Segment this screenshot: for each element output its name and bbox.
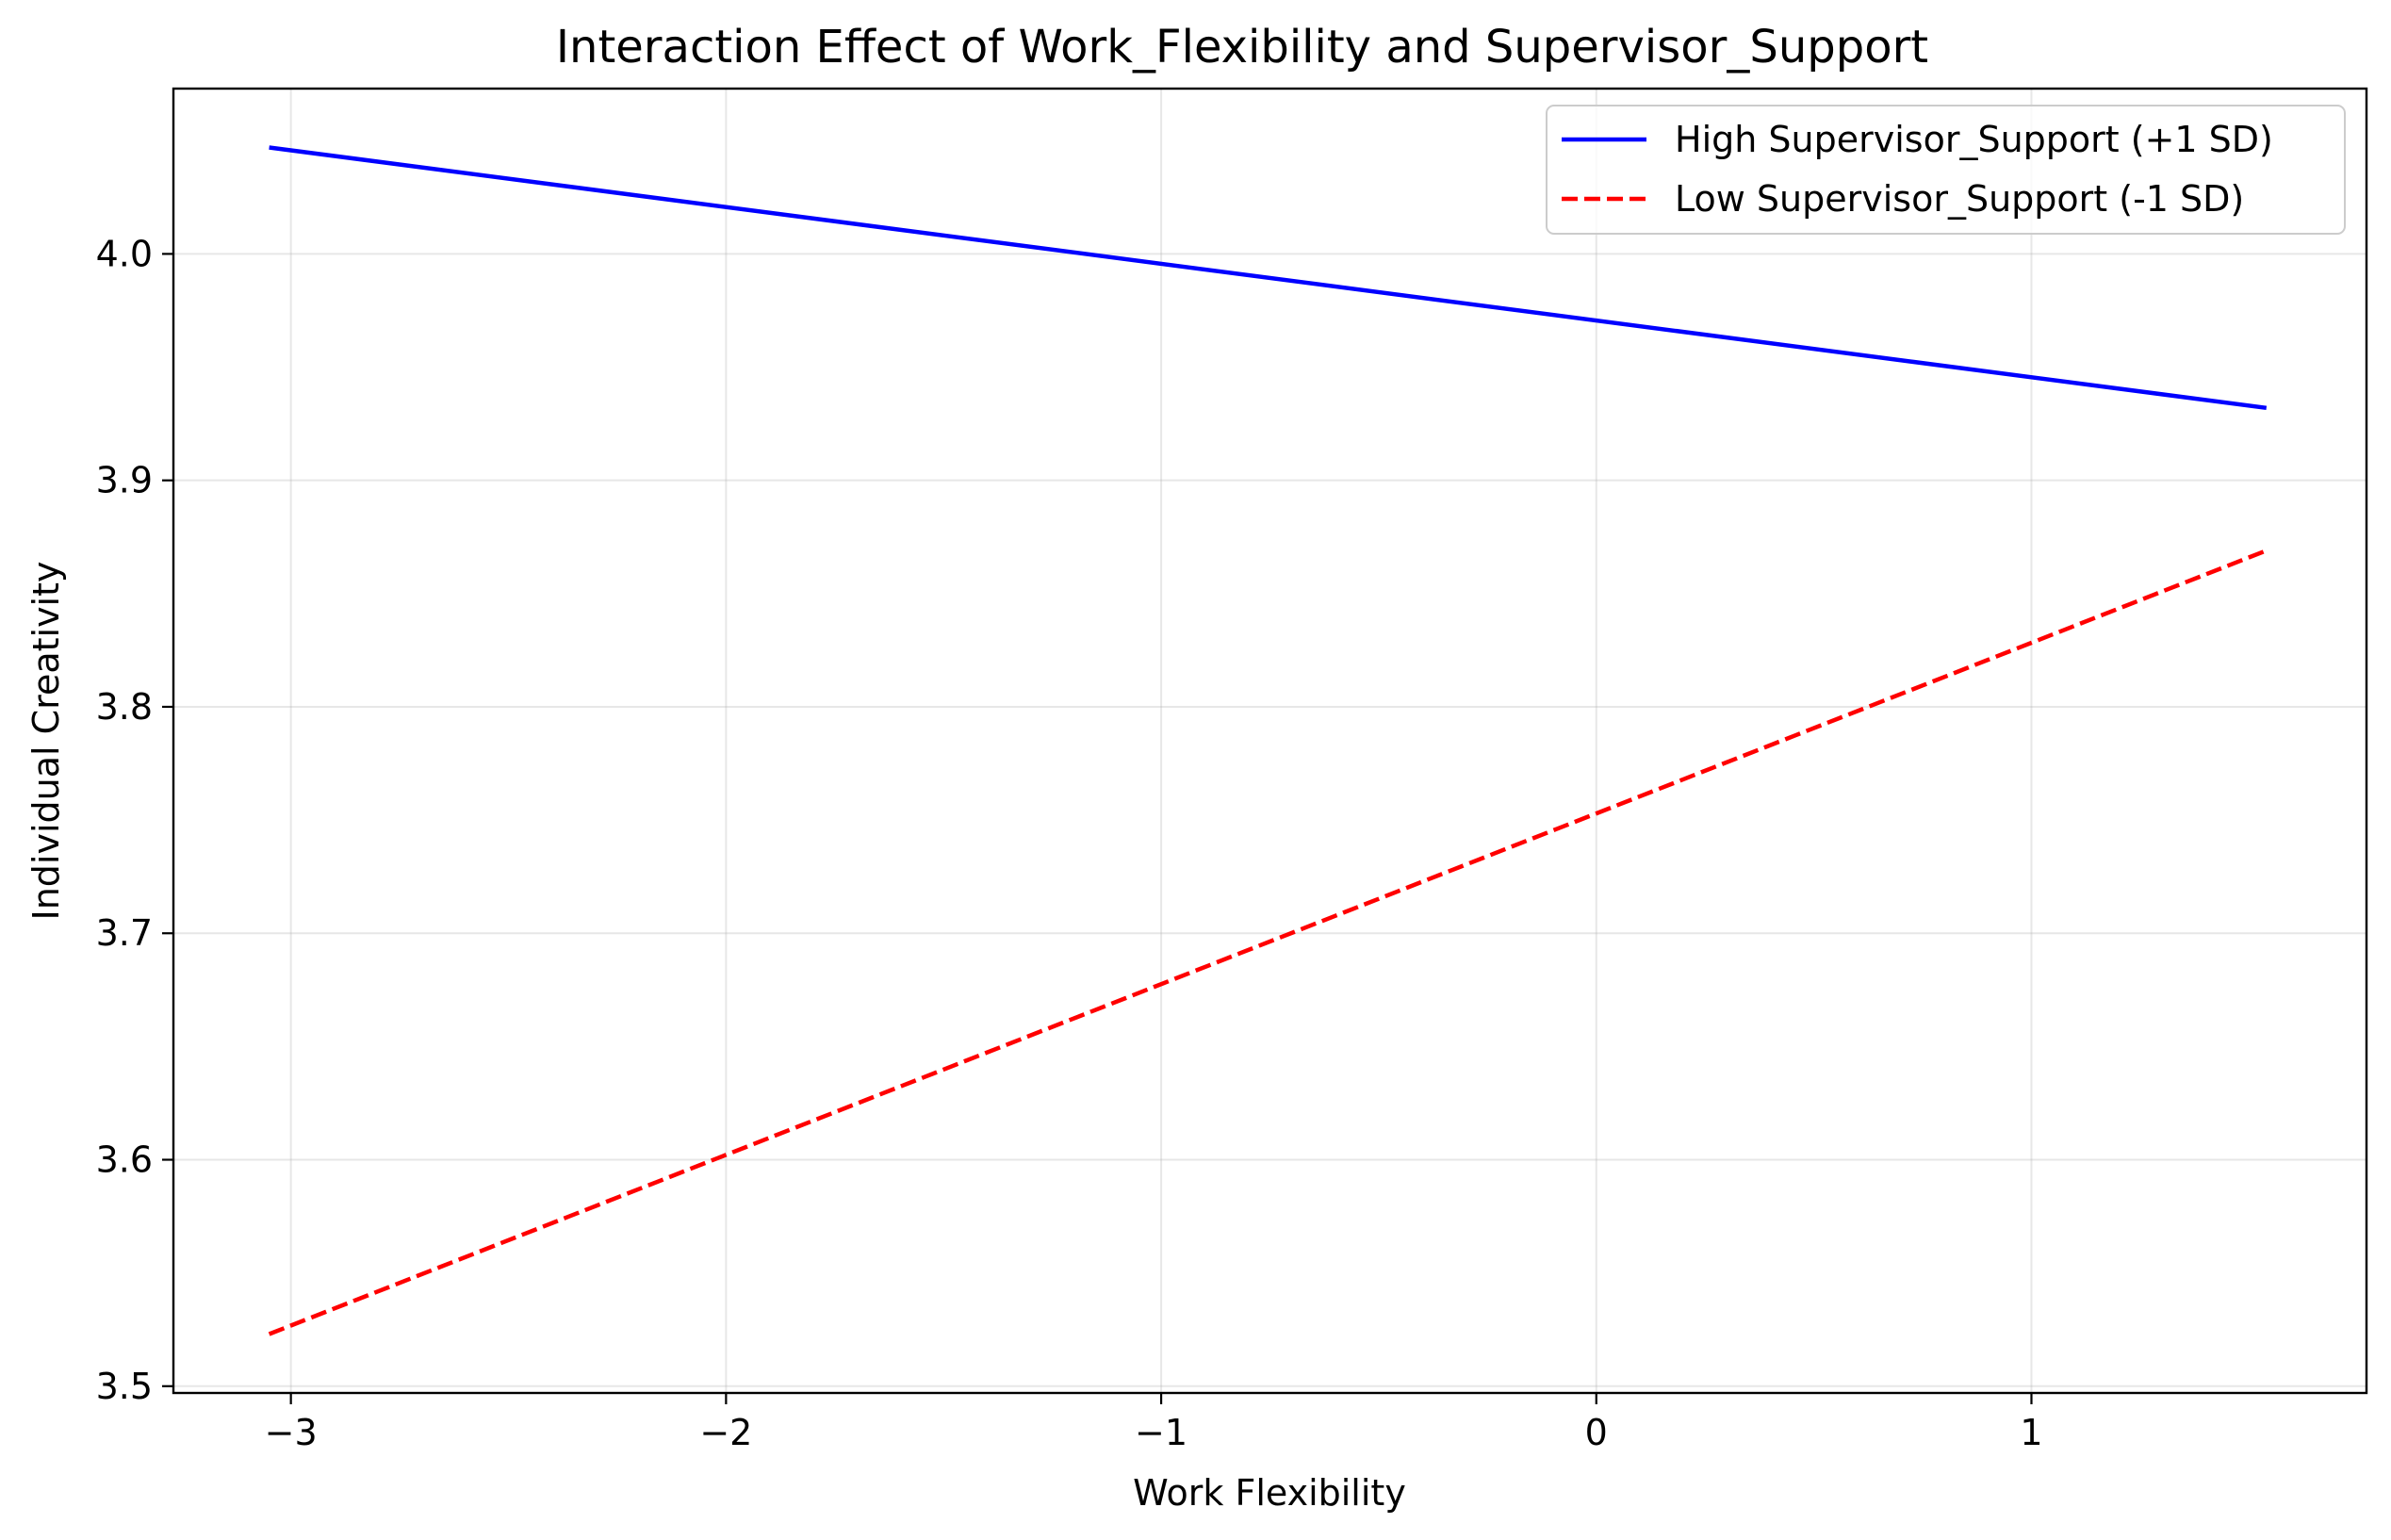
legend: High Supervisor_Support (+1 SD) Low Supe… xyxy=(1546,105,2346,235)
x-axis: −3 −2 −1 0 1 xyxy=(265,1393,2043,1453)
x-tick-label: 0 xyxy=(1585,1412,1608,1453)
y-tick-label: 3.7 xyxy=(96,912,153,954)
y-tick-label: 4.0 xyxy=(96,233,153,274)
y-axis: 3.5 3.6 3.7 3.8 3.9 4.0 xyxy=(96,233,173,1407)
x-tick-label: −3 xyxy=(265,1412,318,1453)
series-layer xyxy=(268,145,2268,1336)
plot-frame xyxy=(172,87,2368,1395)
y-axis-label: Individual Creativity xyxy=(25,561,67,920)
chart-title: Interaction Effect of Work_Flexibility a… xyxy=(556,21,1928,74)
y-tick-label: 3.8 xyxy=(96,686,153,728)
legend-label-high: High Supervisor_Support (+1 SD) xyxy=(1675,119,2273,160)
legend-label-low: Low Supervisor_Support (-1 SD) xyxy=(1675,178,2244,220)
series-line-high xyxy=(269,145,2268,411)
y-tick-label: 3.6 xyxy=(96,1139,153,1181)
y-tick-label: 3.9 xyxy=(96,460,153,501)
y-tick-label: 3.5 xyxy=(96,1366,153,1407)
x-tick-label: 1 xyxy=(2020,1412,2042,1453)
series-line-low xyxy=(268,549,2268,1336)
x-tick-label: −1 xyxy=(1135,1412,1187,1453)
legend-box xyxy=(1546,105,2346,235)
x-tick-label: −2 xyxy=(699,1412,752,1453)
x-axis-label: Work Flexibility xyxy=(1133,1472,1406,1514)
grid xyxy=(173,89,2366,1393)
